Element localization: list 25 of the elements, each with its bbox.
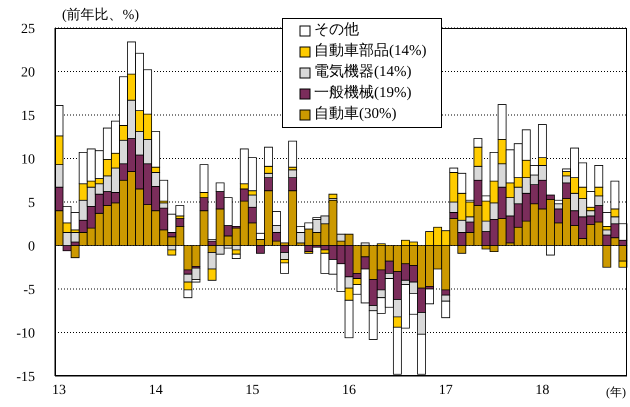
x-tick-label: 15 xyxy=(245,382,260,398)
x-tick-label: 18 xyxy=(535,382,550,398)
y-tick-label: 5 xyxy=(28,196,35,211)
bar xyxy=(232,254,241,259)
legend-label: 自動車(30%) xyxy=(314,104,396,124)
y-tick-label: -15 xyxy=(16,370,35,385)
x-tick-label: 13 xyxy=(52,382,66,398)
y-tick-label: 20 xyxy=(21,65,35,80)
y-tick-label: 10 xyxy=(21,152,35,168)
x-axis-title: (年) xyxy=(606,384,626,401)
legend-label: 一般機械(19%) xyxy=(314,84,412,103)
y-tick-label: -5 xyxy=(23,282,35,298)
legend-label: 電気機器(14%) xyxy=(314,62,412,82)
x-tick-label: 16 xyxy=(342,382,356,398)
bar xyxy=(280,262,289,274)
y-tick-label: 15 xyxy=(21,108,35,124)
y-tick-label: 25 xyxy=(21,22,35,37)
legend-label: 自動車部品(14%) xyxy=(314,42,426,61)
x-tick-label: 17 xyxy=(438,382,453,398)
y-axis-title: (前年比、%) xyxy=(62,6,139,24)
y-tick-label: -10 xyxy=(16,326,35,342)
x-tick-label: 14 xyxy=(148,382,163,398)
bar xyxy=(167,249,176,256)
y-tick-label: 0 xyxy=(28,239,35,254)
legend-label: その他 xyxy=(314,21,359,40)
